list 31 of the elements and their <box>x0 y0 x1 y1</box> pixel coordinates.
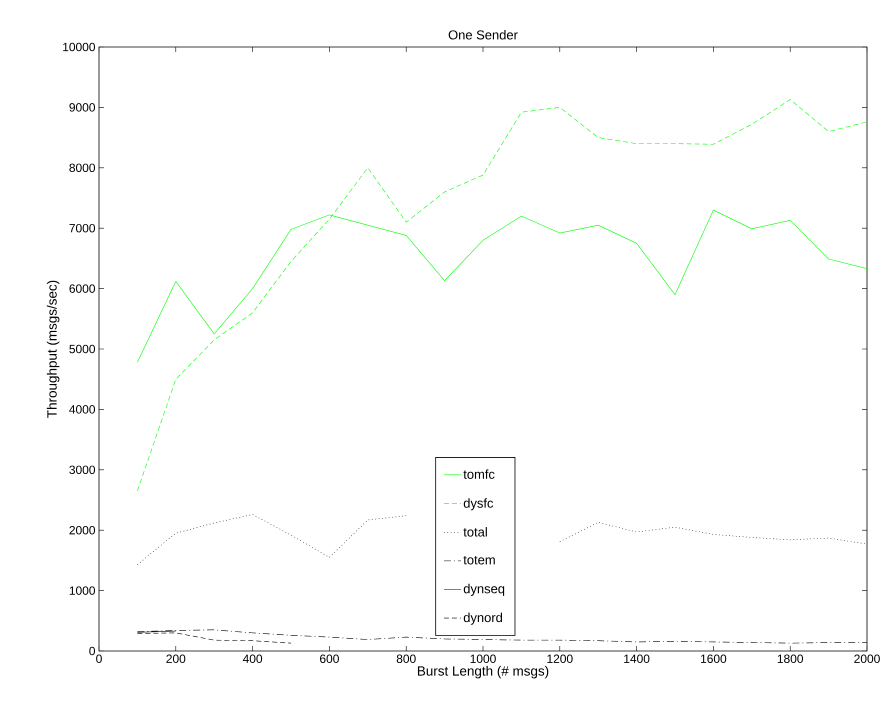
x-tick-label: 1800 <box>778 654 804 663</box>
x-tick-label: 800 <box>396 654 416 663</box>
legend-label: total <box>463 527 487 537</box>
y-tick-label: 1000 <box>70 586 96 595</box>
x-tick-label: 1400 <box>624 654 650 663</box>
y-tick-label: 6000 <box>69 284 96 293</box>
y-tick-label: 2000 <box>69 526 96 534</box>
x-tick-label: 1600 <box>701 654 726 663</box>
y-tick-label: 9000 <box>69 103 96 112</box>
y-tick-label: 5000 <box>69 344 96 354</box>
x-axis-title: Burst Length (# msgs) <box>418 666 548 678</box>
y-tick-label: 8000 <box>69 164 96 172</box>
x-tick-label: 1200 <box>547 654 573 663</box>
legend-label: dynseq <box>464 584 504 596</box>
y-tick-label: 3000 <box>69 466 96 474</box>
x-tick-label: 1000 <box>470 654 496 663</box>
x-tick-label: 400 <box>242 654 262 663</box>
x-tick-label: 0 <box>96 654 102 663</box>
legend-label: dysfc <box>464 498 494 510</box>
legend-label: tomfc <box>463 469 495 479</box>
legend-label: dynord <box>464 612 502 625</box>
x-tick-label: 2000 <box>854 654 880 663</box>
x-tick-label: 200 <box>166 654 186 663</box>
y-tick-label: 4000 <box>69 405 96 414</box>
y-tick-label: 10000 <box>63 42 96 52</box>
chart-title: One Sender <box>448 30 518 40</box>
y-tick-label: 7000 <box>69 224 96 232</box>
legend-label: totem <box>463 556 495 564</box>
x-tick-label: 600 <box>320 654 339 663</box>
y-tick-label: 0 <box>89 646 96 656</box>
y-axis-title: Throughput (msgs/sec) <box>46 280 60 418</box>
